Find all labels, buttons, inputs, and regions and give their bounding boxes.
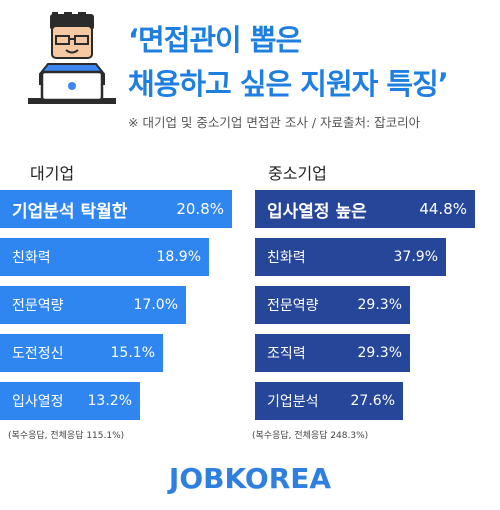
bar-label: 입사열정 xyxy=(12,394,64,410)
bar-label: 전문역량 xyxy=(267,298,319,314)
bar-value-label: 27.6% xyxy=(350,393,395,409)
bar-label: 전문역량 xyxy=(12,298,64,314)
bar-value-label: 15.1% xyxy=(110,345,155,361)
jobkorea-logo: JOBKOREA xyxy=(168,462,332,495)
bar-small-1: 입사열정 높은 44.8% xyxy=(255,190,475,228)
bar-small-2: 친화력 37.9% xyxy=(255,238,446,276)
bar-label: 도전정신 xyxy=(12,346,64,362)
bar-value-label: 20.8% xyxy=(176,200,224,218)
interviewer-illustration-icon xyxy=(28,12,116,104)
bar-small-3: 전문역량 29.3% xyxy=(255,286,410,324)
page-title: ‘면접관이 뽑은 채용하고 싶은 지원자 특징’ xyxy=(128,18,498,106)
footnote-small: (복수응답, 전체응답 248.3%) xyxy=(252,431,369,441)
bar-large-3: 전문역량 17.0% xyxy=(0,286,186,324)
bar-small-5: 기업분석 27.6% xyxy=(255,382,403,420)
bar-large-5: 입사열정 13.2% xyxy=(0,382,140,420)
bar-label: 조직력 xyxy=(267,346,306,362)
bar-label: 친화력 xyxy=(12,250,51,266)
bar-value-label: 18.9% xyxy=(156,249,201,265)
bar-label: 친화력 xyxy=(267,250,306,266)
bar-label: 기업분석 탁월한 xyxy=(12,201,128,222)
chart-title-large: 대기업 xyxy=(30,164,75,183)
title-line-2: 채용하고 싶은 지원자 특징’ xyxy=(128,67,449,101)
bar-label: 기업분석 xyxy=(267,394,319,410)
bar-value-label: 17.0% xyxy=(133,297,178,313)
bar-value-label: 29.3% xyxy=(357,345,402,361)
title-line-1: ‘면접관이 뽑은 xyxy=(128,23,302,57)
source-note: ※ 대기업 및 중소기업 면접관 조사 / 자료출처: 잡코리아 xyxy=(128,115,421,130)
bar-small-4: 조직력 29.3% xyxy=(255,334,410,372)
bar-value-label: 13.2% xyxy=(87,393,132,409)
bar-large-2: 친화력 18.9% xyxy=(0,238,209,276)
bar-value-label: 29.3% xyxy=(357,297,402,313)
footnote-large: (복수응답, 전체응답 115.1%) xyxy=(8,431,125,441)
chart-title-small: 중소기업 xyxy=(268,164,327,183)
bar-label: 입사열정 높은 xyxy=(267,201,367,222)
bar-value-label: 37.9% xyxy=(393,249,438,265)
bar-value-label: 44.8% xyxy=(419,200,467,218)
bar-large-1: 기업분석 탁월한 20.8% xyxy=(0,190,232,228)
bar-large-4: 도전정신 15.1% xyxy=(0,334,163,372)
